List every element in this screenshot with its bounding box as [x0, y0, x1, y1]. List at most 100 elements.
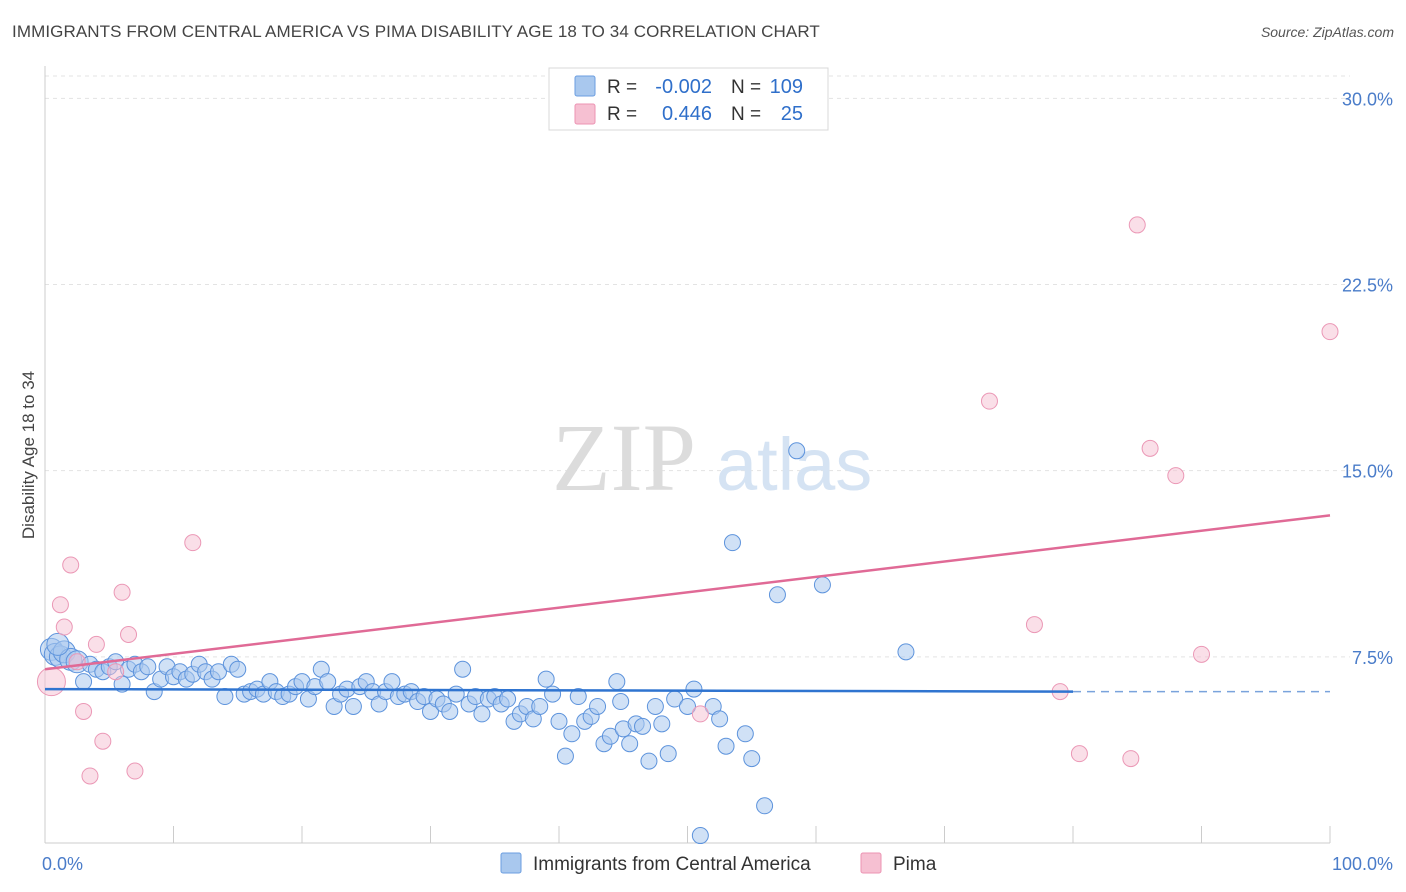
point-pima-21: [1141, 439, 1159, 457]
legend-r-label-2: R =: [607, 104, 637, 125]
point-pima-16: [1025, 616, 1043, 634]
point-immigrants-95: [646, 697, 664, 715]
point-immigrants-17: [139, 658, 157, 676]
point-pima-23: [1193, 645, 1210, 663]
point-immigrants-112: [711, 710, 729, 728]
point-pima-8: [94, 732, 112, 750]
point-pima-11: [120, 625, 138, 643]
point-immigrants-89: [601, 727, 619, 745]
y-axis-title: Disability Age 18 to 34: [19, 371, 38, 539]
point-immigrants-45: [319, 673, 337, 691]
point-pima-3: [62, 556, 80, 574]
legend-swatch-blue: [574, 75, 596, 97]
trend-lines: [44, 514, 1331, 693]
point-pima-10: [113, 583, 131, 601]
point-immigrants-113: [634, 717, 652, 735]
trend-line-pima: [44, 514, 1331, 671]
y-tick-labels: 7.5% 15.0% 22.5% 30.0%: [1342, 89, 1393, 667]
point-immigrants-83: [563, 725, 581, 743]
point-immigrants-109: [813, 576, 831, 594]
point-immigrants-96: [653, 715, 671, 733]
watermark-zip: ZIP: [552, 404, 696, 511]
point-immigrants-82: [556, 747, 574, 765]
point-immigrants-104: [723, 534, 741, 552]
point-immigrants-7: [75, 673, 93, 691]
legend-n-label-1: N =: [731, 77, 761, 98]
point-immigrants-31: [229, 660, 247, 678]
point-immigrants-90: [608, 673, 626, 691]
point-pima-14: [691, 705, 709, 723]
point-pima-18: [1070, 745, 1088, 763]
point-pima-5: [75, 702, 93, 720]
point-immigrants-28: [209, 663, 227, 681]
point-immigrants-103: [717, 737, 735, 755]
point-immigrants-69: [473, 705, 491, 723]
point-immigrants-29: [216, 688, 234, 706]
point-immigrants-97: [659, 745, 677, 763]
legend: R = -0.002 N = 109 R = 0.446 N = 25: [548, 67, 829, 131]
legend-n-value-2: 25: [781, 103, 803, 125]
y-tick-label-2: 22.5%: [1342, 276, 1393, 296]
chart-title: IMMIGRANTS FROM CENTRAL AMERICA VS PIMA …: [12, 22, 820, 41]
point-immigrants-101: [691, 827, 709, 845]
point-immigrants-110: [788, 442, 806, 460]
point-pima-0: [36, 667, 66, 697]
legend-n-label-2: N =: [731, 104, 761, 125]
bottom-legend-swatch-pink: [860, 852, 882, 874]
point-immigrants-5: [46, 632, 70, 656]
point-immigrants-66: [454, 660, 472, 678]
legend-r-label-1: R =: [607, 77, 637, 98]
bottom-legend-label-pima: Pima: [893, 854, 937, 875]
point-pima-6: [81, 767, 99, 785]
y-tick-label-3: 30.0%: [1342, 89, 1393, 109]
series-pima-points: [36, 216, 1339, 785]
point-pima-2: [55, 618, 73, 636]
point-immigrants-108: [768, 586, 786, 604]
point-immigrants-99: [679, 697, 696, 715]
watermark: ZIP atlas: [552, 404, 872, 511]
point-immigrants-79: [537, 670, 555, 688]
watermark-atlas: atlas: [716, 423, 872, 506]
legend-n-value-1: 109: [770, 76, 803, 98]
axes: [44, 66, 1331, 844]
x-tick-label-1: 100.0%: [1332, 854, 1393, 874]
y-tick-label-0: 7.5%: [1352, 648, 1393, 668]
point-pima-13: [184, 534, 202, 552]
point-immigrants-80: [544, 685, 562, 703]
point-immigrants-107: [756, 797, 774, 815]
point-pima-19: [1122, 750, 1140, 768]
grid-lines: [45, 75, 1350, 658]
point-pima-7: [87, 635, 105, 653]
point-immigrants-73: [499, 690, 517, 708]
point-pima-15: [980, 392, 998, 410]
point-immigrants-64: [441, 702, 459, 720]
source-label: Source: ZipAtlas.com: [1260, 24, 1394, 40]
point-immigrants-100: [685, 680, 703, 698]
bottom-legend-swatch-blue: [500, 852, 522, 874]
point-immigrants-106: [743, 750, 761, 768]
bottom-legend: Immigrants from Central America Pima: [500, 852, 937, 875]
x-tick-label-0: 0.0%: [42, 854, 83, 874]
legend-r-value-2: 0.446: [662, 103, 712, 125]
y-tick-label-1: 15.0%: [1342, 462, 1393, 482]
point-immigrants-78: [531, 697, 549, 715]
legend-swatch-pink: [574, 103, 596, 125]
point-pima-22: [1167, 467, 1185, 485]
point-immigrants-92: [621, 735, 639, 753]
point-pima-20: [1128, 216, 1146, 234]
point-pima-9: [107, 663, 125, 681]
point-immigrants-87: [589, 697, 607, 715]
point-immigrants-84: [569, 688, 587, 706]
point-immigrants-105: [736, 725, 754, 743]
point-pima-1: [51, 596, 69, 614]
point-immigrants-81: [550, 712, 568, 730]
point-pima-12: [126, 762, 144, 780]
point-immigrants-111: [897, 643, 915, 661]
legend-r-value-1: -0.002: [655, 76, 712, 98]
point-immigrants-114: [612, 693, 630, 711]
point-immigrants-94: [640, 752, 658, 770]
x-tick-labels: 0.0% 100.0%: [42, 854, 1393, 874]
point-immigrants-55: [383, 673, 401, 691]
trend-line-immigrants: [44, 687, 1074, 693]
